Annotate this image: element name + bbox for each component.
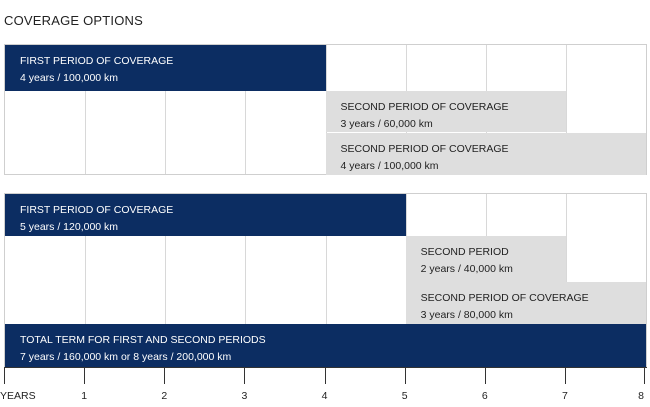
- bar-detail: 2 years / 40,000 km: [420, 263, 513, 275]
- grid-line: [165, 45, 167, 174]
- bar-detail: 3 years / 80,000 km: [420, 309, 513, 321]
- second-period-bar-a: SECOND PERIOD 2 years / 40,000 km: [405, 236, 566, 282]
- grid-line: [565, 194, 567, 366]
- axis-tick: [244, 367, 246, 384]
- axis-tick: [4, 367, 5, 384]
- total-term-bar: TOTAL TERM FOR FIRST AND SECOND PERIODS …: [5, 324, 646, 367]
- bar-detail: 3 years / 60,000 km: [340, 118, 433, 130]
- axis-tick: [324, 367, 326, 384]
- grid-line: [325, 194, 327, 366]
- bar-title: SECOND PERIOD: [420, 246, 509, 258]
- second-period-bar-a: SECOND PERIOD OF COVERAGE 3 years / 60,0…: [325, 91, 566, 132]
- second-period-bar-b: SECOND PERIOD OF COVERAGE 3 years / 80,0…: [405, 282, 646, 324]
- years-axis-line: [4, 367, 647, 368]
- axis-tick: [484, 367, 486, 384]
- grid-line: [245, 45, 247, 174]
- axis-tick-label: YEARS: [0, 390, 36, 402]
- axis-tick: [84, 367, 86, 384]
- axis-tick-label: 4: [321, 390, 328, 402]
- axis-tick-label: 8: [638, 390, 644, 402]
- grid-line: [245, 194, 247, 366]
- coverage-option-1-panel: FIRST PERIOD OF COVERAGE 4 years / 100,0…: [4, 44, 647, 175]
- bar-detail: 5 years / 120,000 km: [20, 221, 119, 233]
- axis-tick-label: 2: [161, 390, 168, 402]
- first-period-bar: FIRST PERIOD OF COVERAGE 4 years / 100,0…: [5, 45, 326, 91]
- grid-line: [85, 45, 87, 174]
- axis-tick-label: 5: [401, 390, 408, 402]
- axis-tick: [644, 367, 645, 384]
- bar-title: SECOND PERIOD OF COVERAGE: [340, 101, 509, 113]
- bar-title: FIRST PERIOD OF COVERAGE: [20, 204, 174, 216]
- axis-tick: [164, 367, 166, 384]
- first-period-bar: FIRST PERIOD OF COVERAGE 5 years / 120,0…: [5, 194, 406, 236]
- bar-title: TOTAL TERM FOR FIRST AND SECOND PERIODS: [20, 334, 266, 346]
- bar-title: SECOND PERIOD OF COVERAGE: [420, 292, 589, 304]
- axis-tick: [404, 367, 406, 384]
- second-period-bar-b: SECOND PERIOD OF COVERAGE 4 years / 100,…: [325, 133, 646, 175]
- bar-detail: 4 years / 100,000 km: [20, 72, 119, 84]
- grid-line: [565, 45, 567, 174]
- grid-line: [85, 194, 87, 366]
- bar-detail: 4 years / 100,000 km: [340, 160, 439, 172]
- bar-title: SECOND PERIOD OF COVERAGE: [340, 143, 509, 155]
- coverage-option-2-panel: FIRST PERIOD OF COVERAGE 5 years / 120,0…: [4, 193, 647, 367]
- bar-title: FIRST PERIOD OF COVERAGE: [20, 55, 174, 67]
- page-title: COVERAGE OPTIONS: [4, 13, 144, 28]
- axis-tick: [564, 367, 566, 384]
- bar-detail: 7 years / 160,000 km or 8 years / 200,00…: [20, 351, 232, 363]
- axis-tick-label: 6: [481, 390, 488, 402]
- axis-tick-label: 1: [81, 390, 88, 402]
- axis-tick-label: 3: [241, 390, 248, 402]
- axis-tick-label: 7: [561, 390, 568, 402]
- grid-line: [165, 194, 167, 366]
